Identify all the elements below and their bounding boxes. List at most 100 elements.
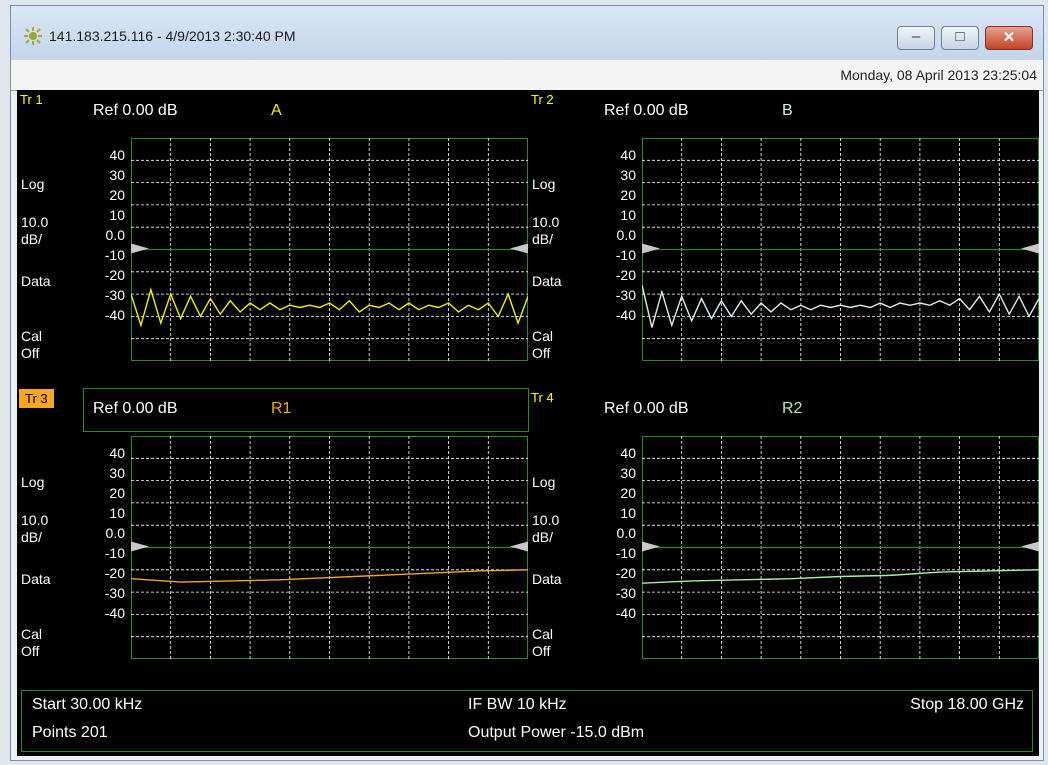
y-tick-label: 20 — [109, 187, 125, 203]
side-label-off: Off — [21, 345, 40, 361]
reference-marker-left-icon — [131, 243, 149, 254]
trace-panel-tr4[interactable]: Tr 4 Ref 0.00 dB R2 Log 10.0 dB/Data Cal Off 40 3… — [528, 388, 1039, 685]
y-tick-label: -30 — [104, 287, 125, 303]
trace-grid-tr4[interactable] — [642, 436, 1039, 659]
y-tick-label: 30 — [620, 167, 636, 183]
y-tick-label: 0.0 — [616, 525, 636, 541]
y-tick-label: -40 — [615, 605, 636, 621]
side-label-log: Log — [21, 176, 45, 192]
window-title: 141.183.215.116 - 4/9/2013 2:30:40 PM — [49, 28, 296, 44]
trace-line-tr4 — [642, 569, 1039, 584]
trace-label[interactable]: Tr 3 — [19, 389, 54, 408]
y-tick-label: 40 — [109, 147, 125, 163]
trace-panel-tr1[interactable]: Tr 1 Ref 0.00 dB A Log 10.0 dB/Data Cal Off 40 30… — [17, 90, 528, 387]
minimize-icon: – — [911, 28, 921, 45]
y-tick-label: 0.0 — [105, 227, 125, 243]
side-label-per: dB/ — [532, 231, 554, 247]
y-tick-label: -20 — [615, 267, 636, 283]
side-label-data: Data — [21, 273, 51, 289]
trace-line-tr3 — [131, 569, 528, 583]
start-frequency: Start 30.00 kHz — [32, 696, 143, 713]
trace-line-tr1 — [131, 287, 528, 328]
y-tick-label: -40 — [104, 307, 125, 323]
side-label-cal: Cal — [532, 626, 554, 642]
app-icon — [24, 27, 42, 45]
y-tick-label: -30 — [615, 287, 636, 303]
side-label-cal: Cal — [532, 328, 554, 344]
reference-marker-left-icon — [131, 541, 149, 552]
title-bar[interactable]: 141.183.215.116 - 4/9/2013 2:30:40 PM – … — [11, 6, 1043, 60]
side-label-off: Off — [21, 643, 40, 659]
y-tick-label: -20 — [615, 565, 636, 581]
trace-label[interactable]: Tr 1 — [20, 92, 43, 107]
trace-grid-tr2[interactable] — [642, 138, 1039, 361]
trace-grid-tr1[interactable] — [131, 138, 528, 361]
side-label-data: Data — [532, 571, 562, 587]
side-label-scale: 10.0 — [532, 214, 560, 230]
app-window: 141.183.215.116 - 4/9/2013 2:30:40 PM – … — [10, 5, 1044, 761]
y-tick-label: 40 — [620, 147, 636, 163]
reference-marker-right-icon — [1021, 541, 1039, 552]
trace-name: R1 — [271, 400, 292, 417]
side-label-cal: Cal — [21, 328, 43, 344]
y-tick-label: 40 — [109, 445, 125, 461]
y-tick-label: 20 — [620, 187, 636, 203]
y-tick-label: 30 — [109, 465, 125, 481]
side-label-log: Log — [532, 176, 556, 192]
y-tick-label: 30 — [620, 465, 636, 481]
date-display: Monday, 08 April 2013 23:25:04 — [840, 67, 1037, 83]
y-tick-label: -30 — [104, 585, 125, 601]
side-label-off: Off — [532, 643, 551, 659]
reference-marker-right-icon — [1021, 243, 1039, 254]
y-tick-label: 40 — [620, 445, 636, 461]
y-tick-label: 10 — [109, 505, 125, 521]
trace-name: R2 — [782, 400, 803, 417]
y-tick-label: -20 — [104, 565, 125, 581]
trace-panel-tr3[interactable]: Tr 3 Ref 0.00 dB R1 Log 10.0 dB/Data Cal Off 40 3… — [17, 388, 529, 685]
y-tick-label: 10 — [620, 505, 636, 521]
close-button[interactable]: ✕ — [985, 26, 1033, 50]
y-tick-label: 0.0 — [616, 227, 636, 243]
if-bandwidth: IF BW 10 kHz — [468, 696, 567, 713]
status-footer: Start 30.00 kHz Points 201 IF BW 10 kHz … — [21, 690, 1033, 752]
minimize-button[interactable]: – — [897, 26, 935, 50]
trace-name: B — [782, 102, 793, 119]
side-label-data: Data — [532, 273, 562, 289]
reference-level: Ref 0.00 dB — [93, 102, 178, 119]
y-tick-label: -10 — [104, 545, 125, 561]
y-tick-label: -10 — [615, 247, 636, 263]
side-label-off: Off — [532, 345, 551, 361]
close-icon: ✕ — [1002, 29, 1016, 46]
y-tick-label: -40 — [615, 307, 636, 323]
y-tick-label: 0.0 — [105, 525, 125, 541]
reference-marker-right-icon — [510, 243, 528, 254]
y-tick-label: 30 — [109, 167, 125, 183]
reference-level: Ref 0.00 dB — [604, 102, 689, 119]
output-power: Output Power -15.0 dBm — [468, 724, 645, 741]
trace-grid-tr3[interactable] — [131, 436, 528, 659]
trace-line-tr2 — [642, 285, 1039, 328]
side-label-per: dB/ — [21, 529, 43, 545]
y-tick-label: -20 — [104, 267, 125, 283]
trace-label[interactable]: Tr 4 — [531, 390, 554, 405]
trace-label[interactable]: Tr 2 — [531, 92, 554, 107]
reference-level: Ref 0.00 dB — [604, 400, 689, 417]
y-tick-label: 10 — [620, 207, 636, 223]
maximize-icon: □ — [955, 28, 965, 45]
y-tick-label: -30 — [615, 585, 636, 601]
side-label-data: Data — [21, 571, 51, 587]
trace-header-box — [83, 388, 529, 432]
maximize-button[interactable]: □ — [941, 26, 979, 50]
analyzer-screen: Tr 1 Ref 0.00 dB A Log 10.0 dB/Data Cal Off 40 30… — [17, 90, 1039, 756]
reference-marker-left-icon — [642, 541, 660, 552]
y-tick-label: -40 — [104, 605, 125, 621]
y-tick-label: 10 — [109, 207, 125, 223]
side-label-scale: 10.0 — [21, 512, 49, 528]
reference-marker-right-icon — [510, 541, 528, 552]
side-label-scale: 10.0 — [21, 214, 49, 230]
trace-panel-tr2[interactable]: Tr 2 Ref 0.00 dB B Log 10.0 dB/Data Cal Off 40 30… — [528, 90, 1039, 387]
y-tick-label: 20 — [109, 485, 125, 501]
stop-frequency: Stop 18.00 GHz — [910, 696, 1024, 713]
y-tick-label: 20 — [620, 485, 636, 501]
y-tick-label: -10 — [615, 545, 636, 561]
